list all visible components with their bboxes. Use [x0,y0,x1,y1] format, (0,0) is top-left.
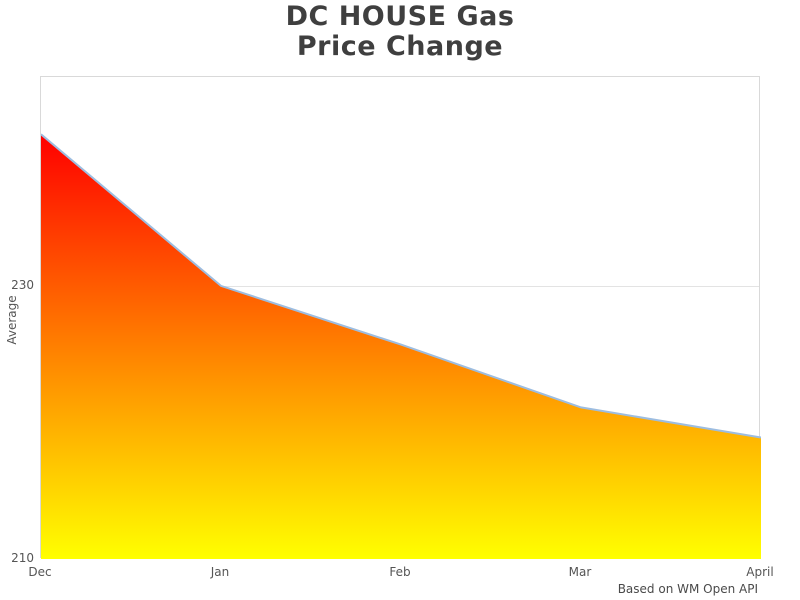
area-line [41,133,761,439]
source-note: Based on WM Open API [617,582,758,596]
x-tick-label: Feb [389,565,411,579]
x-tick-label: Jan [210,565,230,579]
chart-title-line2: Price Change [296,31,504,62]
x-tick-label: Mar [568,565,592,579]
y-tick-label: 210 [11,551,34,565]
area-chart-canvas [41,133,761,559]
chart-title: DC HOUSE Gas Price Change [0,2,800,62]
area-fill [41,134,761,559]
x-tick-label: Dec [28,565,52,579]
gridline-230 [41,286,759,287]
x-tick-label: April [746,565,774,579]
plot-area [40,76,761,559]
chart-title-line1: DC HOUSE Gas [285,1,515,32]
y-axis-title: Average [5,295,19,345]
y-tick-label: 230 [11,278,34,292]
